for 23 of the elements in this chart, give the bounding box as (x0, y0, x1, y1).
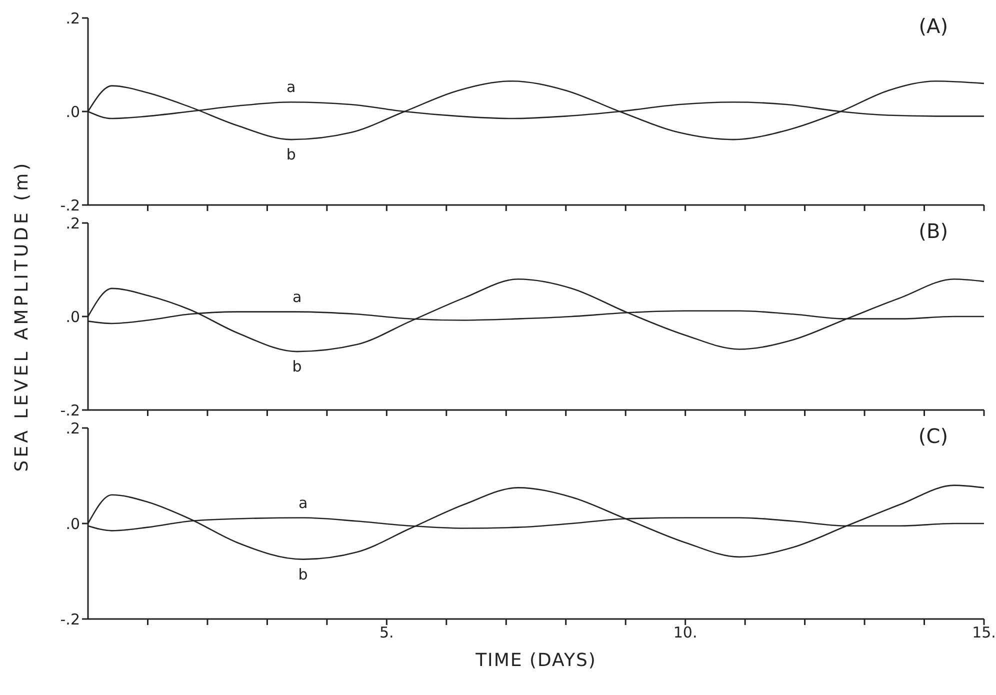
series-label: b (298, 565, 308, 584)
x-tick-label: 15. (972, 624, 996, 642)
y-tick-label: .0 (66, 102, 80, 121)
x-tick-label: 10. (673, 624, 698, 642)
y-tick-label: .2 (66, 419, 80, 438)
x-tick-label: 5. (380, 624, 394, 642)
y-tick-label: .0 (66, 308, 80, 326)
series-label: b (286, 146, 296, 164)
y-tick-label: -.2 (60, 401, 80, 420)
y-axis-title: SEA LEVEL AMPLITUDE (m) (12, 160, 32, 472)
series-label: a (298, 494, 308, 512)
series-label: a (286, 78, 296, 96)
chart-title: (C) (918, 424, 948, 448)
y-tick-label: .0 (66, 514, 80, 533)
series-label: b (292, 358, 302, 376)
chart-title: (A) (918, 14, 948, 38)
series-label: a (292, 288, 302, 306)
chart-title: (B) (918, 219, 948, 243)
y-tick-label: -.2 (60, 196, 80, 214)
y-tick-label: .2 (66, 214, 80, 232)
x-axis-title: TIME (DAYS) (474, 650, 598, 671)
y-tick-label: -.2 (60, 610, 80, 628)
y-tick-label: .2 (66, 9, 80, 28)
